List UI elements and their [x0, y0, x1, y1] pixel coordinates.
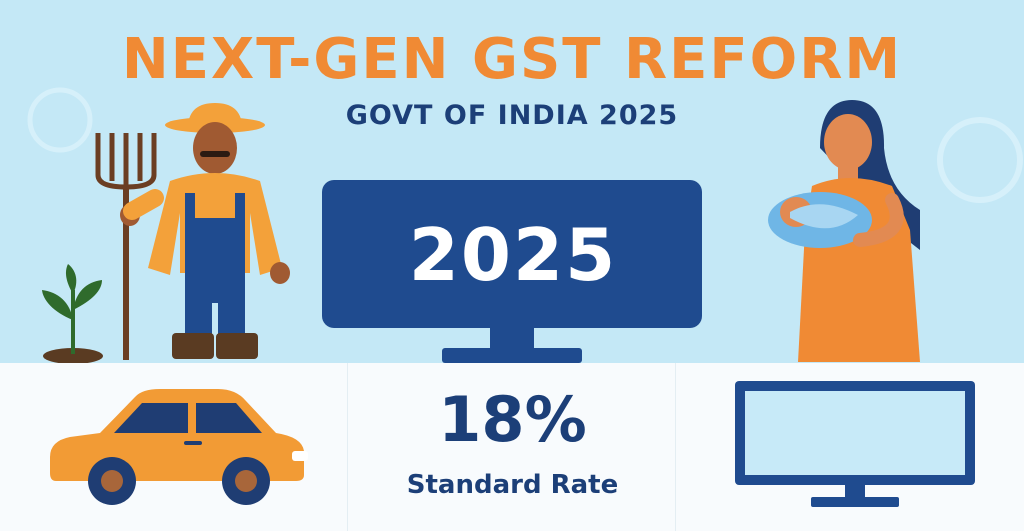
mother-with-baby-illustration: [768, 100, 920, 362]
monitor-illustration: [322, 180, 702, 363]
farmer-illustration: [120, 103, 290, 359]
pitchfork-icon: [95, 133, 157, 360]
rate-label: Standard Rate: [406, 470, 619, 500]
divider-right: [675, 363, 676, 531]
monitor-icon: [735, 381, 975, 507]
page-title: NEXT-GEN GST REFORM: [121, 27, 903, 92]
monitor-year: 2025: [408, 213, 618, 297]
car-icon: [50, 389, 308, 505]
rate-value: 18%: [438, 383, 587, 456]
plant-icon: [42, 264, 103, 363]
feature-strip: 18% Standard Rate: [0, 363, 1024, 531]
page-subtitle: GOVT OF INDIA 2025: [345, 100, 679, 131]
hero-banner: NEXT-GEN GST REFORM GOVT OF INDIA 2025: [27, 27, 1023, 363]
background-decoration: [27, 87, 1023, 203]
divider-left: [347, 363, 348, 531]
